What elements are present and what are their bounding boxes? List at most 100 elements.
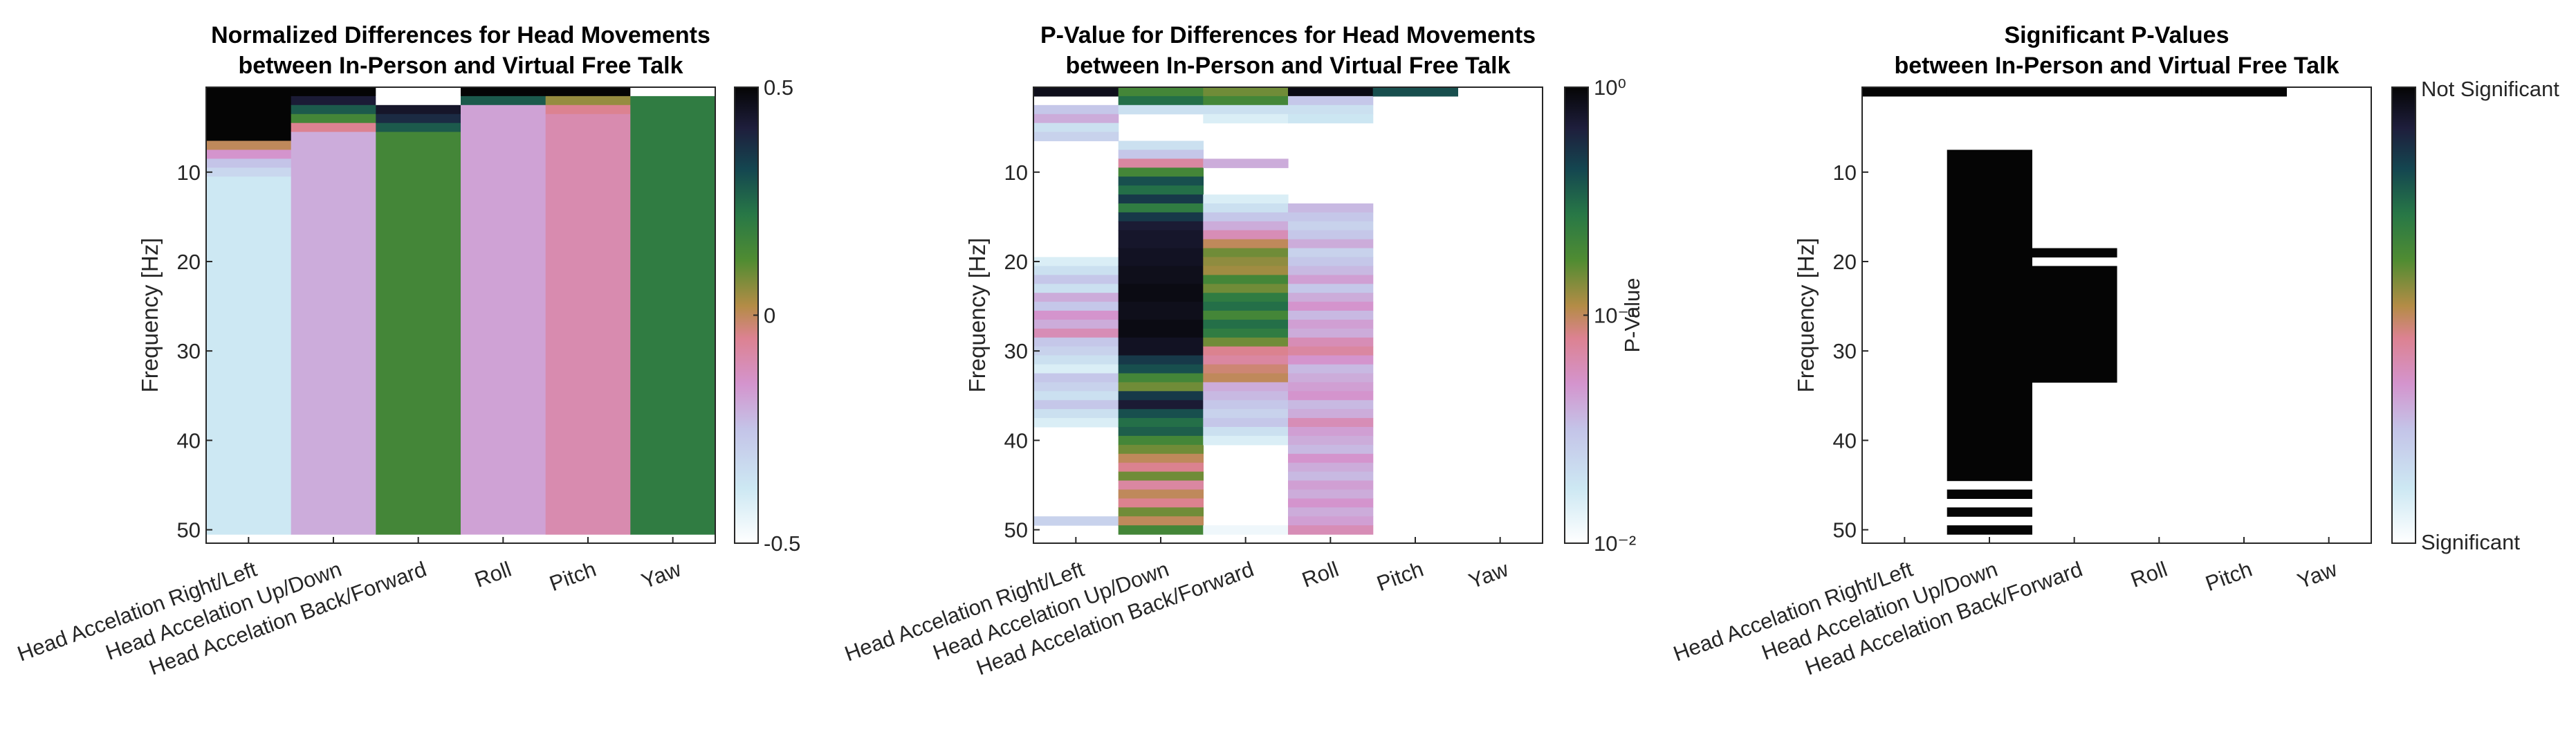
heatmap-cell — [1288, 113, 1374, 124]
heatmap-cell — [1033, 320, 1119, 329]
chart-title-line: between In-Person and Virtual Free Talk — [238, 53, 683, 79]
heatmap-cell — [1118, 320, 1204, 338]
heatmap-cell — [1288, 480, 1374, 490]
heatmap-cell — [1288, 498, 1374, 508]
heatmap-cell — [1118, 480, 1204, 490]
heatmap-cell — [206, 167, 292, 177]
x-tick-label: Yaw — [638, 556, 685, 593]
y-tick-label: 20 — [1833, 250, 1857, 274]
heatmap-cell — [1118, 498, 1204, 508]
heatmap-cell — [291, 131, 376, 535]
x-tick-label: Pitch — [2202, 557, 2256, 596]
heatmap-cell — [376, 95, 461, 106]
x-tick-label: Pitch — [1374, 557, 1427, 596]
heatmap-cell — [1033, 113, 1119, 124]
heatmap-cell — [1033, 87, 1119, 97]
heatmap-cell — [1203, 427, 1289, 437]
heatmap-cell — [1947, 525, 2032, 535]
y-tick-label: 20 — [177, 250, 201, 274]
heatmap-cell — [1203, 194, 1289, 204]
heatmap-cell — [1288, 95, 1374, 106]
heatmap-cell — [1033, 346, 1119, 356]
heatmap-cell — [1203, 400, 1289, 410]
heatmap-cell — [1288, 418, 1374, 428]
heatmap-cell — [1203, 275, 1289, 284]
y-tick-label: 20 — [1004, 250, 1028, 274]
heatmap-cell — [1118, 221, 1204, 231]
heatmap-cell — [1118, 400, 1204, 410]
heatmap-cell — [545, 104, 631, 115]
heatmap-cell — [1288, 391, 1374, 401]
axes-frame — [1033, 86, 1543, 544]
heatmap-cell — [1118, 507, 1204, 517]
heatmap-cell — [376, 131, 461, 535]
axes-frame — [205, 86, 716, 544]
heatmap-cell — [291, 87, 376, 97]
heatmap-cell — [1288, 507, 1374, 517]
y-tick-label: 40 — [1004, 428, 1028, 453]
colorbar-label: P-Value — [1620, 278, 1644, 353]
heatmap-cell — [630, 87, 716, 97]
y-tick-label: 50 — [177, 518, 201, 542]
heatmap-cell — [1118, 158, 1204, 168]
heatmap-cell — [1033, 400, 1119, 410]
heatmap-cell — [1288, 435, 1374, 446]
heatmap-cell — [1118, 203, 1204, 213]
heatmap-cell — [1288, 471, 1374, 482]
heatmap-cell — [1118, 462, 1204, 473]
heatmap-cell — [1288, 266, 1374, 275]
heatmap-cell — [461, 87, 546, 97]
heatmap-cell — [461, 95, 546, 106]
heatmap-cell — [1118, 87, 1204, 97]
heatmap-cell — [1118, 516, 1204, 526]
heatmap-cell — [1118, 194, 1204, 204]
heatmap-cell — [1203, 525, 1289, 535]
x-tick-label: Roll — [1299, 557, 1342, 592]
y-tick-label: 40 — [177, 428, 201, 453]
heatmap-cell — [1033, 131, 1119, 142]
heatmap-cell — [1288, 311, 1374, 320]
heatmap-cell — [1203, 346, 1289, 356]
heatmap-cell — [630, 95, 716, 535]
heatmap-cell — [1288, 516, 1374, 526]
heatmap-cell — [1118, 453, 1204, 464]
y-axis-label: Frequency [Hz] — [137, 238, 163, 393]
colorbar-tick-label: 10⁻² — [1594, 531, 1636, 556]
heatmap-cell — [291, 95, 376, 106]
heatmap-cell — [461, 104, 546, 535]
y-tick-label: 50 — [1833, 518, 1857, 542]
heatmap-cell — [1288, 302, 1374, 311]
y-tick-label: 30 — [1833, 339, 1857, 363]
heatmap-cell — [291, 122, 376, 133]
chart-title-line: P-Value for Differences for Head Movemen… — [1040, 22, 1536, 48]
heatmap-cell — [1118, 471, 1204, 482]
heatmap-cell — [1118, 185, 1204, 195]
heatmap-cell — [1288, 427, 1374, 437]
heatmap-cell — [1288, 284, 1374, 293]
heatmap-cell — [1288, 328, 1374, 338]
heatmap-cell — [1288, 400, 1374, 410]
heatmap-cell — [1118, 418, 1204, 428]
heatmap-cell — [1862, 87, 1948, 97]
heatmap-cell — [1203, 212, 1289, 222]
heatmap-cell — [1288, 320, 1374, 329]
colorbar-tick-label: 0.5 — [764, 75, 793, 100]
heatmap-cell — [376, 113, 461, 124]
heatmap-cell — [1203, 113, 1289, 124]
heatmap-cell — [1118, 176, 1204, 186]
y-axis-label: Frequency [Hz] — [1793, 238, 1819, 393]
heatmap-cell — [1118, 212, 1204, 222]
y-tick-label: 30 — [1004, 339, 1028, 363]
heatmap-cell — [1288, 221, 1374, 231]
heatmap-cell — [1203, 311, 1289, 320]
heatmap-cell — [206, 176, 292, 535]
heatmap-cell — [1033, 328, 1119, 338]
y-axis-label: Frequency [Hz] — [964, 238, 990, 393]
heatmap-cell — [1947, 149, 2032, 482]
heatmap-cell — [1118, 95, 1204, 106]
heatmap-cell — [1288, 212, 1374, 222]
heatmap-cell — [1203, 364, 1289, 374]
heatmap-cell — [1033, 391, 1119, 401]
heatmap-cell — [2032, 248, 2117, 258]
